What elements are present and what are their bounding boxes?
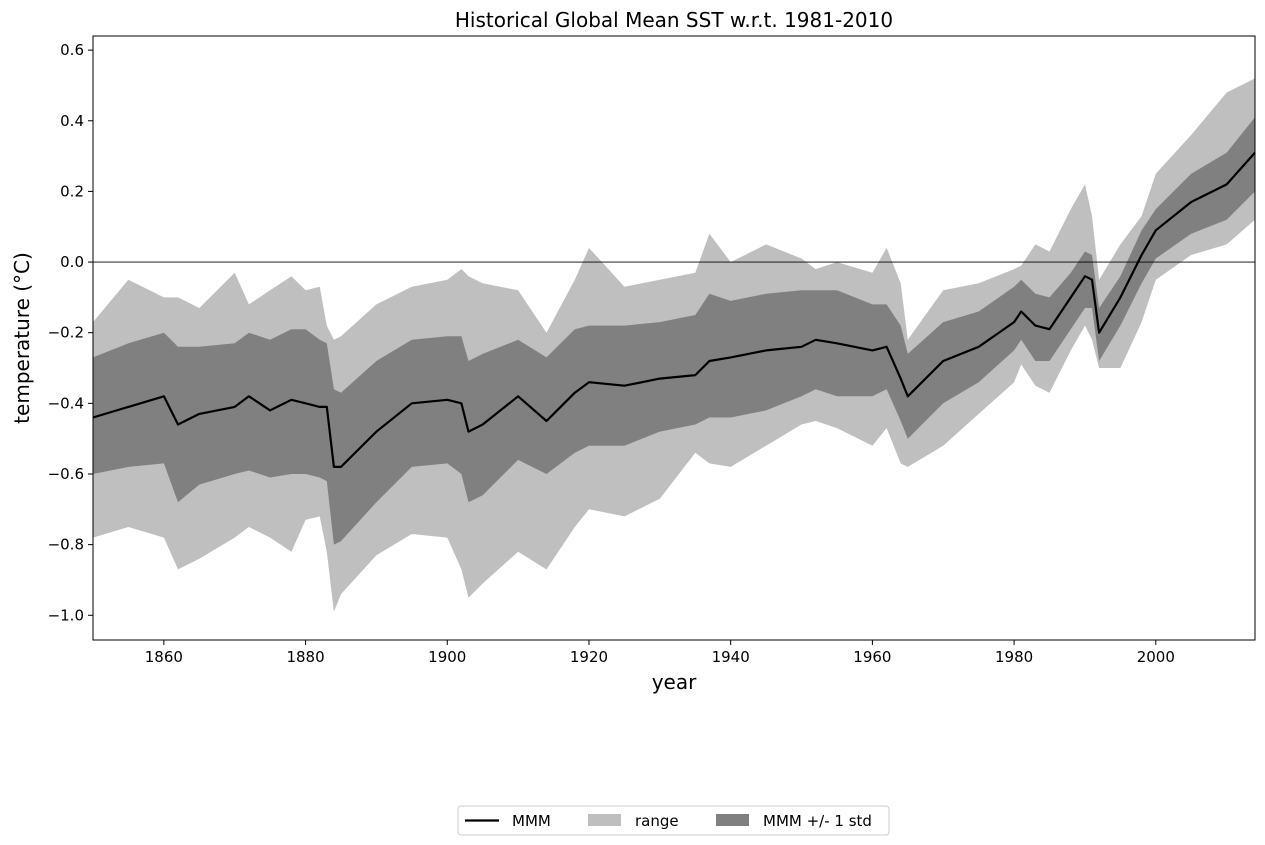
y-tick-label: −0.6 (48, 465, 84, 483)
legend-range-swatch (588, 814, 621, 826)
x-tick-label: 1920 (570, 648, 608, 666)
y-tick-label: −1.0 (48, 606, 84, 624)
x-axis-label: year (652, 670, 697, 694)
y-tick-label: 0.4 (60, 112, 84, 130)
x-tick-label: 1940 (712, 648, 750, 666)
chart-title: Historical Global Mean SST w.r.t. 1981-2… (455, 8, 893, 32)
x-tick-label: 1980 (995, 648, 1033, 666)
legend-std-label: MMM +/- 1 std (763, 812, 872, 830)
mmm-line (92, 151, 1256, 468)
x-tick-label: 1900 (428, 648, 466, 666)
y-axis: −1.0 −0.8 −0.6 −0.4 −0.2 0.0 0.2 0.4 0.6 (48, 41, 93, 624)
x-tick-label: 1960 (853, 648, 891, 666)
x-tick-label: 1860 (145, 648, 183, 666)
y-axis-label: temperature (°C) (10, 252, 34, 424)
legend-mmm-label: MMM (512, 812, 551, 830)
std-band (93, 117, 1255, 545)
legend-frame (457, 805, 890, 836)
x-tick-label: 1880 (286, 648, 324, 666)
y-tick-label: 0.6 (60, 41, 84, 59)
y-tick-label: 0.2 (60, 182, 84, 200)
y-tick-label: 0.0 (60, 253, 84, 271)
legend-std-swatch (716, 814, 749, 826)
plot-area (92, 78, 1256, 612)
y-tick-label: −0.4 (48, 394, 84, 412)
legend: MMM range MMM +/- 1 std (457, 805, 890, 836)
legend-range-label: range (635, 812, 679, 830)
y-tick-label: −0.2 (48, 324, 84, 342)
x-tick-label: 2000 (1137, 648, 1175, 666)
x-axis: 1860 1880 1900 1920 1940 1960 1980 2000 (145, 640, 1175, 666)
y-tick-label: −0.8 (48, 536, 84, 554)
plot-frame (92, 35, 1256, 641)
